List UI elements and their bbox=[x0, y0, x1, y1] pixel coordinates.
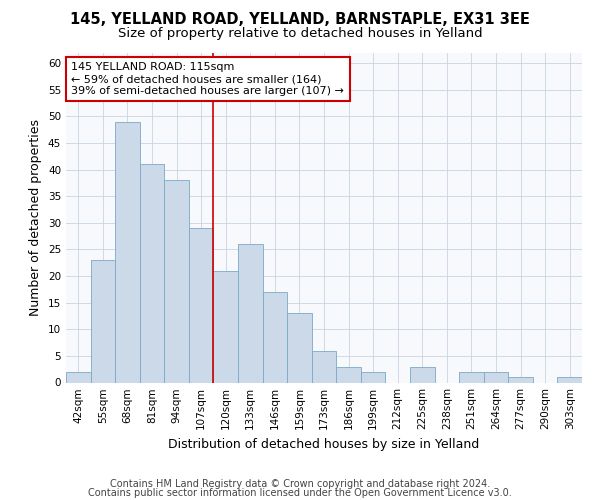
Bar bbox=[287, 314, 312, 382]
Bar bbox=[189, 228, 214, 382]
Bar bbox=[140, 164, 164, 382]
Text: 145 YELLAND ROAD: 115sqm
← 59% of detached houses are smaller (164)
39% of semi-: 145 YELLAND ROAD: 115sqm ← 59% of detach… bbox=[71, 62, 344, 96]
Bar bbox=[508, 377, 533, 382]
Bar bbox=[312, 350, 336, 382]
Bar bbox=[263, 292, 287, 382]
Bar bbox=[484, 372, 508, 382]
Bar bbox=[238, 244, 263, 382]
Text: 145, YELLAND ROAD, YELLAND, BARNSTAPLE, EX31 3EE: 145, YELLAND ROAD, YELLAND, BARNSTAPLE, … bbox=[70, 12, 530, 28]
Bar bbox=[214, 270, 238, 382]
Y-axis label: Number of detached properties: Number of detached properties bbox=[29, 119, 43, 316]
Bar bbox=[459, 372, 484, 382]
Bar bbox=[410, 366, 434, 382]
Bar bbox=[91, 260, 115, 382]
Bar bbox=[361, 372, 385, 382]
Bar bbox=[66, 372, 91, 382]
X-axis label: Distribution of detached houses by size in Yelland: Distribution of detached houses by size … bbox=[169, 438, 479, 451]
Text: Contains public sector information licensed under the Open Government Licence v3: Contains public sector information licen… bbox=[88, 488, 512, 498]
Bar bbox=[336, 366, 361, 382]
Text: Size of property relative to detached houses in Yelland: Size of property relative to detached ho… bbox=[118, 28, 482, 40]
Bar bbox=[115, 122, 140, 382]
Bar bbox=[164, 180, 189, 382]
Bar bbox=[557, 377, 582, 382]
Text: Contains HM Land Registry data © Crown copyright and database right 2024.: Contains HM Land Registry data © Crown c… bbox=[110, 479, 490, 489]
